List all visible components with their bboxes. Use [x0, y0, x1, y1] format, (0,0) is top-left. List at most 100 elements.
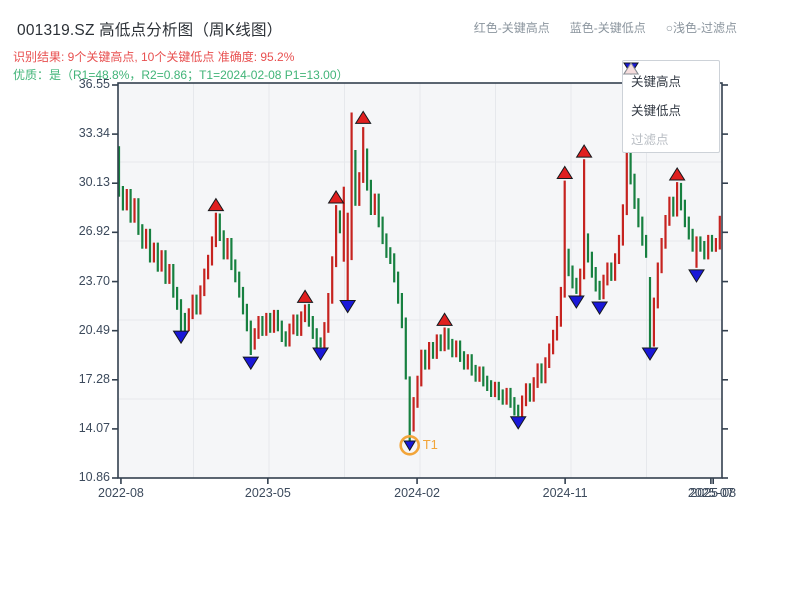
- candle: [424, 349, 427, 370]
- candle: [695, 236, 698, 268]
- y-axis-label: 14.07: [78, 420, 110, 435]
- candle: [141, 224, 144, 249]
- candle: [168, 264, 171, 284]
- legend-item-label: 过滤点: [631, 133, 669, 147]
- candle: [284, 331, 287, 347]
- candle: [362, 127, 365, 183]
- candle: [253, 328, 256, 350]
- legend-item: 关键高点: [623, 62, 719, 95]
- candle: [385, 233, 388, 258]
- candle: [191, 294, 194, 320]
- y-axis-label: 20.49: [78, 322, 110, 337]
- candle: [707, 234, 710, 260]
- candle: [524, 383, 528, 407]
- candle: [412, 397, 415, 432]
- candle: [641, 216, 644, 246]
- candle: [420, 349, 423, 387]
- candle: [230, 238, 233, 271]
- candle: [668, 196, 671, 226]
- candle: [203, 268, 206, 297]
- quality-result-text: 优质：是（R1=48.8%，R2=0.86；T1=2024-02-08 P1=1…: [13, 68, 349, 82]
- candle: [133, 198, 136, 223]
- y-axis-label: 36.55: [78, 77, 110, 91]
- candle: [164, 250, 167, 284]
- candle: [497, 381, 500, 401]
- candle: [478, 366, 481, 382]
- candle: [610, 262, 613, 281]
- candle: [431, 342, 435, 359]
- key-high-marker: [668, 167, 686, 181]
- candle: [311, 316, 314, 339]
- candle: [548, 343, 551, 368]
- candle: [699, 236, 702, 252]
- candle: [280, 320, 283, 342]
- candle: [462, 351, 466, 370]
- candle: [443, 327, 446, 352]
- candle: [614, 253, 617, 281]
- candle: [501, 389, 504, 405]
- candle: [303, 304, 307, 323]
- candle: [358, 172, 361, 206]
- candle: [718, 215, 721, 250]
- candle: [559, 286, 562, 327]
- candle: [315, 328, 318, 349]
- candle: [404, 317, 407, 380]
- key-high-marker: [207, 197, 225, 212]
- key-low-marker: [339, 300, 357, 314]
- candle: [679, 182, 683, 211]
- candle: [179, 299, 183, 334]
- candle: [183, 312, 186, 332]
- key-low-marker: [242, 356, 260, 371]
- candle: [563, 180, 566, 298]
- candle: [451, 338, 454, 358]
- candle: [238, 271, 241, 298]
- candle: [397, 271, 400, 304]
- candle: [307, 303, 310, 327]
- candle: [532, 377, 535, 402]
- t1-label: T1: [422, 437, 438, 453]
- candle: [621, 204, 624, 246]
- candle: [319, 337, 322, 348]
- candle: [656, 262, 659, 309]
- candle: [195, 294, 198, 315]
- legend-item: 关键低点: [623, 62, 719, 124]
- candle: [672, 196, 675, 217]
- candle: [389, 247, 392, 264]
- candle: [474, 364, 477, 382]
- candle: [583, 159, 586, 280]
- key-low-marker: [403, 440, 417, 452]
- candle: [292, 314, 295, 335]
- candle: [459, 340, 462, 362]
- candle: [152, 242, 155, 263]
- x-axis-label: 2025-08: [690, 486, 737, 500]
- candle: [536, 363, 539, 388]
- candle: [145, 228, 148, 249]
- candle: [176, 286, 179, 310]
- key-low-marker: [509, 416, 527, 430]
- candle: [400, 293, 403, 329]
- candle: [210, 236, 214, 266]
- candle: [288, 323, 291, 347]
- candle: [234, 259, 237, 283]
- recognition-result-text: 识别结果: 9个关键高点, 10个关键低点 准确度: 95.2%: [13, 50, 295, 64]
- x-axis-label: 2022-08: [98, 486, 144, 500]
- key-high-marker: [296, 289, 314, 303]
- candle: [687, 216, 690, 240]
- candle: [629, 130, 632, 185]
- candle: [272, 309, 276, 333]
- candle: [323, 322, 326, 353]
- candle: [369, 179, 372, 215]
- candle: [594, 267, 597, 292]
- candle: [598, 280, 601, 300]
- candle: [625, 149, 628, 216]
- candle: [455, 340, 458, 358]
- plot-border: [117, 82, 723, 479]
- candle: [226, 238, 229, 260]
- candle: [470, 354, 473, 376]
- candle: [117, 146, 121, 197]
- hint-key-low: 蓝色-关键低点: [569, 21, 646, 35]
- x-axis-label: 2024-02: [394, 486, 440, 500]
- candle: [335, 205, 338, 268]
